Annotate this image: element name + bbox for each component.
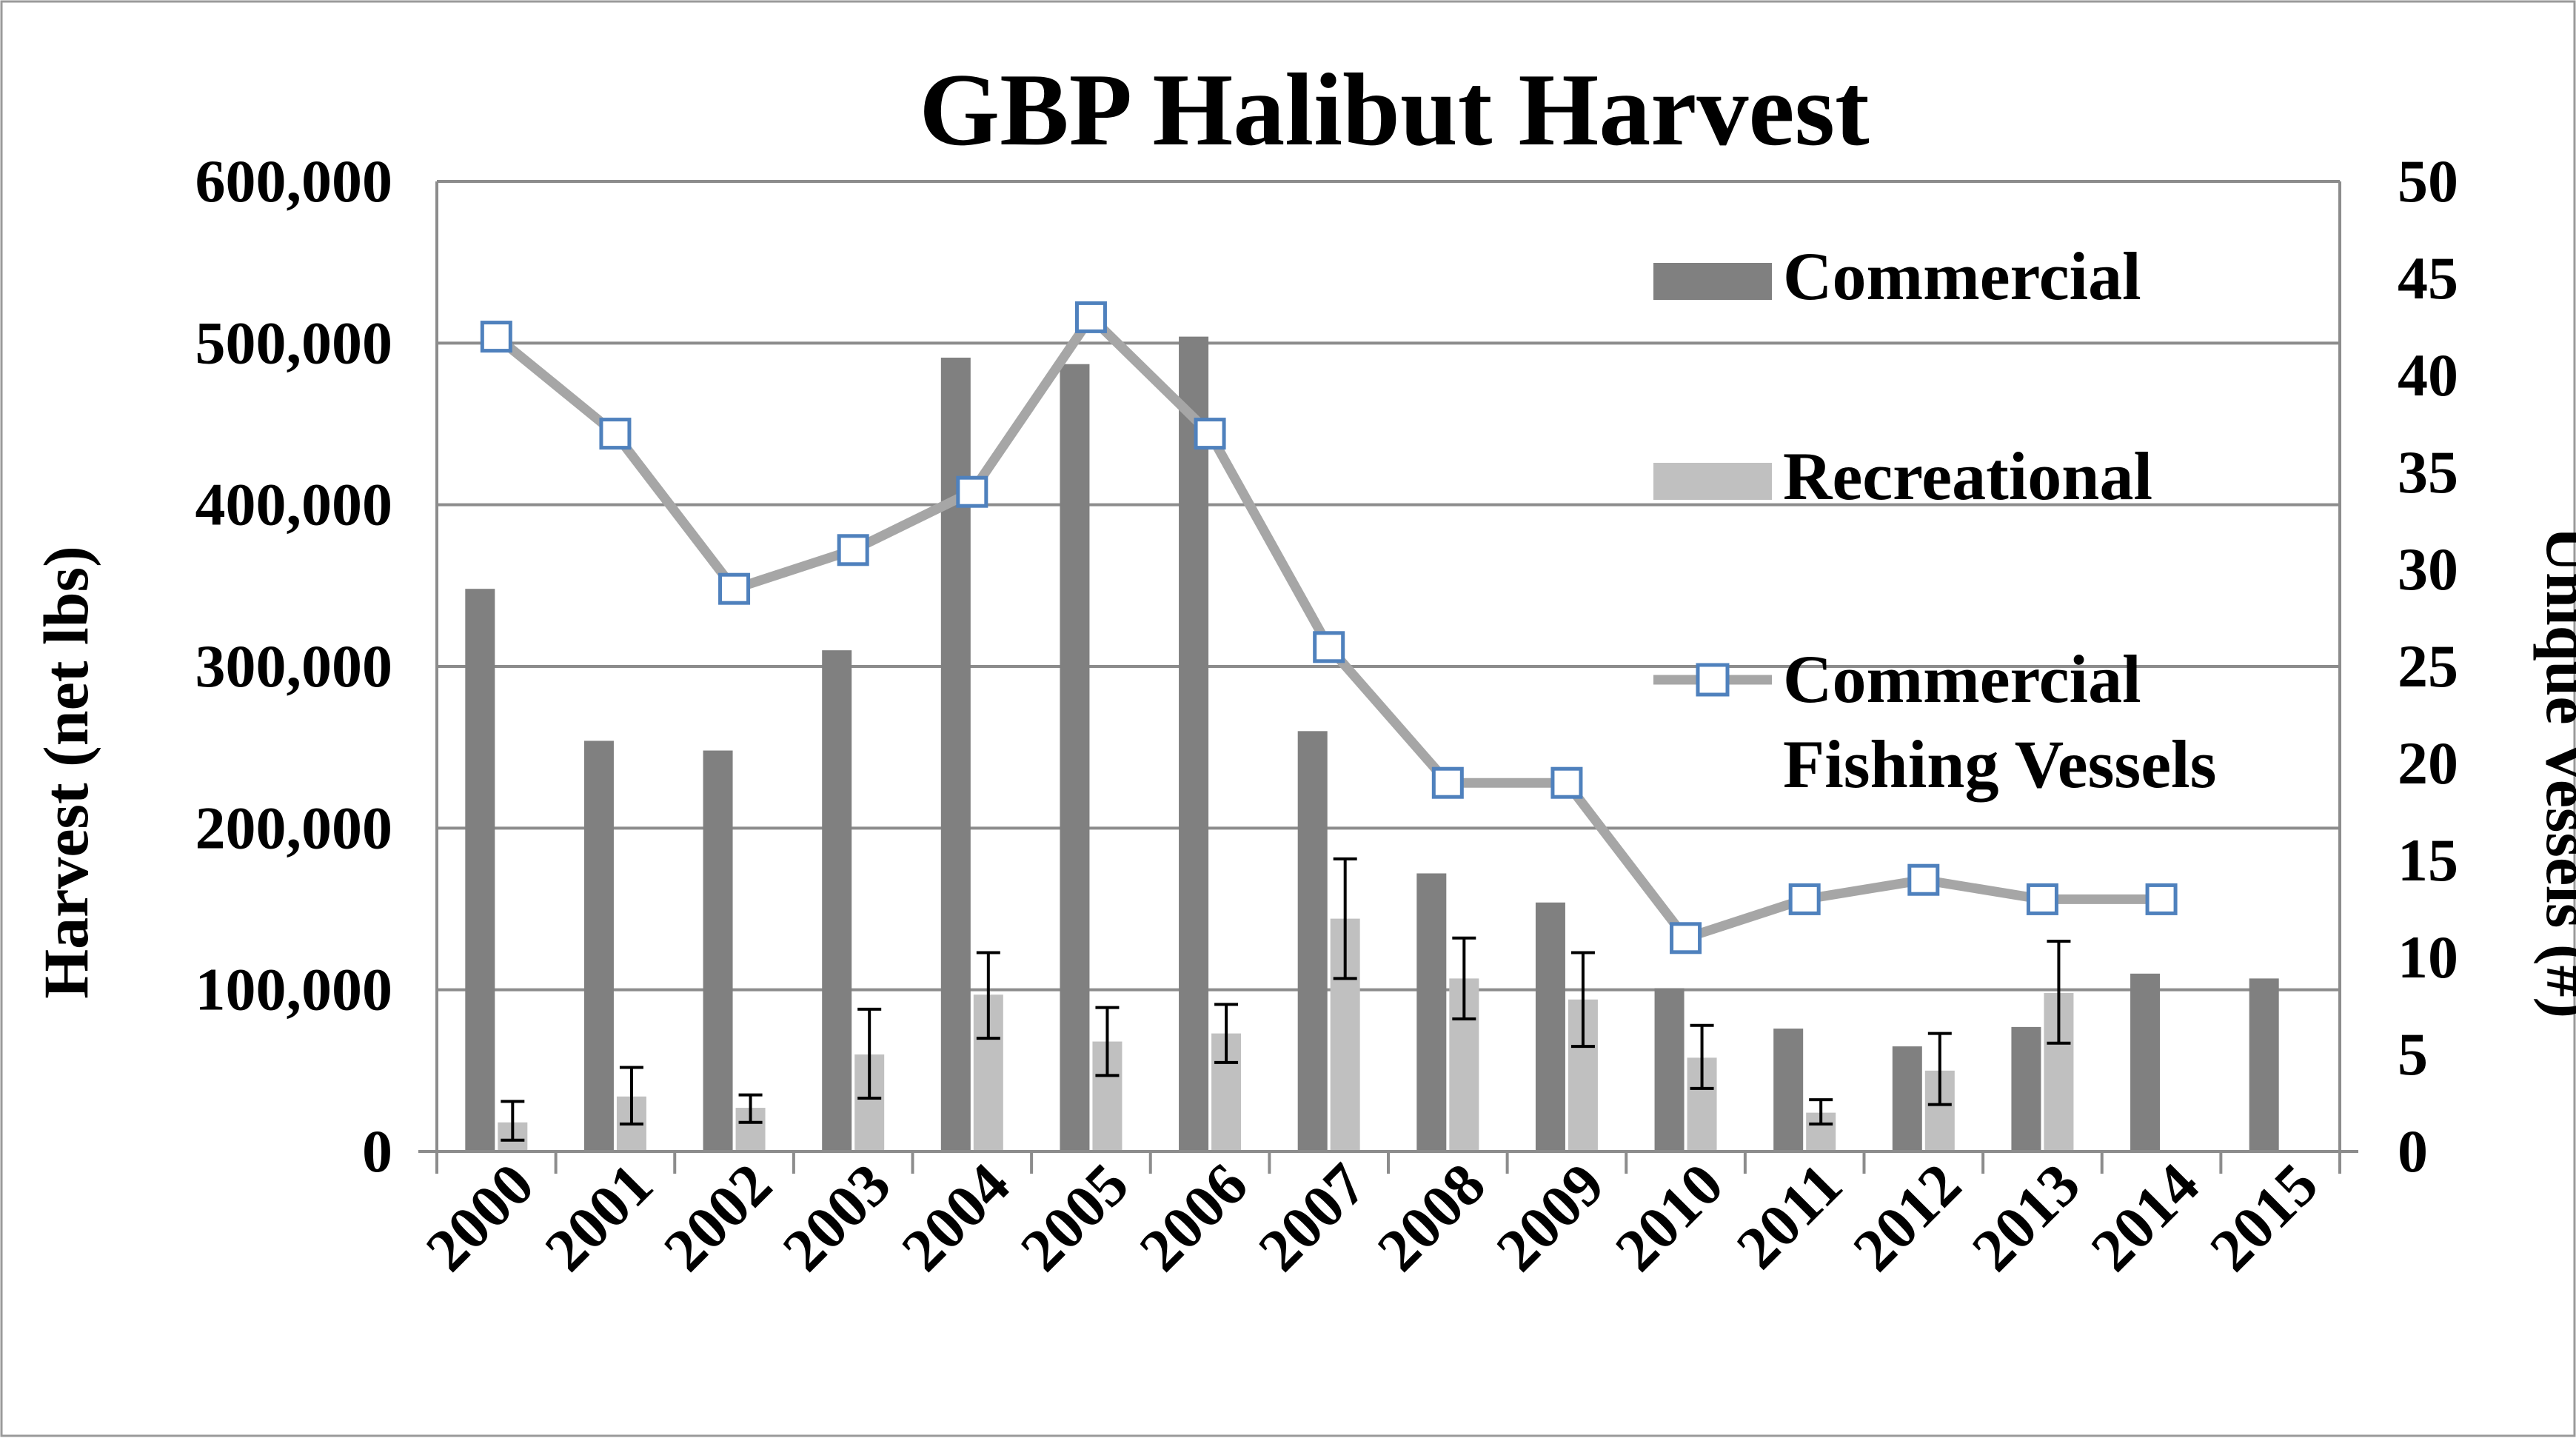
vessel-marker (956, 475, 988, 508)
commercial-bar (2011, 1026, 2041, 1151)
vessel-marker (1431, 766, 1464, 799)
y2-axis-label: Unique Vessels (#) (2533, 526, 2576, 1018)
legend-swatch-recreational (1653, 463, 1772, 500)
y-tick-label: 200,000 (195, 794, 393, 861)
commercial-bar (2249, 978, 2279, 1151)
chart-title: GBP Halibut Harvest (919, 53, 1869, 167)
legend-label-commercial: Commercial (1783, 238, 2141, 314)
vessel-marker (1670, 922, 1702, 954)
y2-tick-label: 20 (2398, 729, 2458, 797)
commercial-bar (1654, 988, 1685, 1151)
vessel-marker (837, 534, 869, 566)
commercial-bar (465, 589, 495, 1151)
y2-tick-label: 45 (2398, 244, 2458, 312)
y2-tick-label: 25 (2398, 632, 2458, 700)
commercial-bar (1060, 364, 1090, 1151)
vessel-line (480, 301, 2178, 954)
vessel-marker (1788, 883, 1821, 915)
y2-tick-label: 30 (2398, 535, 2458, 603)
vessel-marker (599, 418, 632, 450)
y-tick-label: 300,000 (195, 632, 393, 700)
legend-swatch-commercial (1653, 263, 1772, 300)
y-tick-label: 600,000 (195, 147, 393, 215)
commercial-bar (1179, 336, 1209, 1152)
vessel-marker (1313, 631, 1345, 663)
vessel-marker (480, 321, 512, 353)
y-tick-label: 100,000 (195, 956, 393, 1023)
y2-tick-label: 5 (2398, 1020, 2428, 1088)
y2-tick-label: 40 (2398, 341, 2458, 409)
commercial-bar (1892, 1046, 1922, 1151)
y2-tick-label: 35 (2398, 438, 2458, 506)
commercial-bar (1773, 1029, 1804, 1151)
vessel-marker (718, 572, 751, 605)
y-axis-label: Harvest (net lbs) (30, 546, 101, 998)
legend-label-vessels-line1: Commercial (1783, 641, 2141, 717)
y-tick-label: 500,000 (195, 309, 393, 376)
legend: Commercial Recreational Commercial Fishing … (1653, 238, 2216, 802)
y2-tick-label: 10 (2398, 923, 2458, 991)
commercial-bar (583, 740, 614, 1151)
commercial-bar (2130, 973, 2161, 1151)
vessel-marker (2026, 883, 2058, 915)
legend-label-vessels-line2: Fishing Vessels (1783, 726, 2216, 802)
commercial-bar (1416, 873, 1447, 1151)
y2-tick-label: 0 (2398, 1117, 2428, 1185)
commercial-bar (1297, 731, 1328, 1151)
vessel-marker (1550, 766, 1583, 799)
vessel-marker (1074, 301, 1107, 333)
commercial-bar (1535, 902, 1565, 1151)
gridlines (437, 180, 2340, 992)
legend-swatch-vessels-marker (1696, 663, 1730, 697)
y2-tick-label: 15 (2398, 826, 2458, 894)
error-bars (501, 857, 2071, 1142)
vessel-marker (1194, 418, 1226, 450)
y-tick-label: 0 (362, 1117, 392, 1185)
y2-tick-label: 50 (2398, 147, 2458, 215)
legend-label-recreational: Recreational (1783, 438, 2152, 514)
vessel-marker (2145, 883, 2178, 915)
commercial-bar (822, 650, 852, 1151)
vessel-marker (1907, 863, 1940, 896)
y-tick-label: 400,000 (195, 471, 393, 538)
commercial-bar (703, 750, 733, 1151)
